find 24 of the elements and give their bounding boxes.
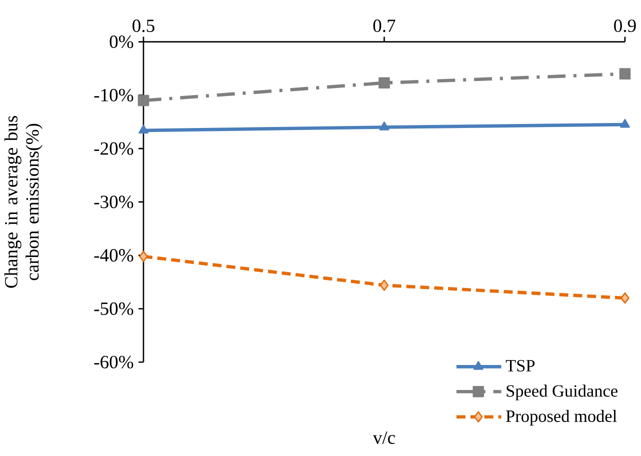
x-tick-label: 0.5	[132, 20, 154, 32]
point	[139, 250, 148, 262]
x-tick-label: 0.7	[373, 20, 396, 32]
point	[619, 68, 631, 80]
y-tick-label: -50%	[94, 302, 134, 316]
point	[378, 77, 390, 89]
point	[138, 124, 148, 134]
y-tick-label: -30%	[94, 196, 134, 208]
legend-label: TSP	[506, 360, 535, 372]
legend-label: Speed Guidance	[506, 384, 618, 400]
point	[620, 292, 630, 304]
point	[380, 280, 389, 292]
x-axis-title: v/c	[372, 432, 396, 444]
point	[138, 95, 150, 106]
y-tick-label: -60%	[94, 356, 134, 369]
y-tick-label: 0%	[110, 36, 134, 48]
y-tick-label: -10%	[94, 89, 134, 102]
y-tick-label: -20%	[94, 142, 134, 156]
legend-label: Proposed model	[506, 410, 617, 426]
y-axis-title: Change in average bus carbon emissions(%)	[4, 116, 42, 288]
y-tick-label: -40%	[94, 249, 134, 262]
x-tick-label: 0.9	[614, 20, 636, 32]
point	[379, 122, 390, 131]
point	[620, 119, 630, 128]
